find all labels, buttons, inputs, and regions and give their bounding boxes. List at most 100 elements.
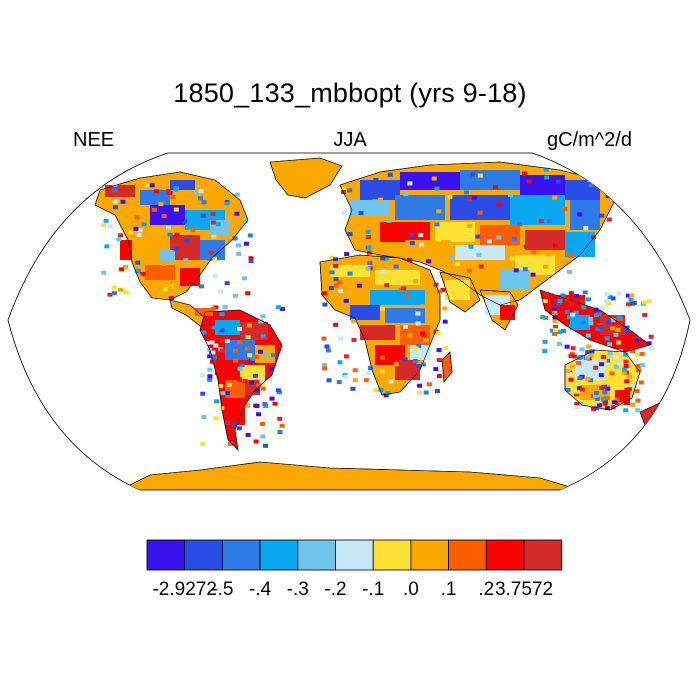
value-speck bbox=[413, 346, 419, 351]
value-speck bbox=[571, 354, 577, 359]
value-speck bbox=[618, 349, 624, 354]
value-speck bbox=[174, 232, 180, 237]
value-speck bbox=[526, 179, 532, 184]
units-label: gC/m^2/d bbox=[547, 129, 632, 151]
value-speck bbox=[588, 316, 594, 321]
value-speck bbox=[588, 353, 594, 358]
value-speck bbox=[607, 351, 613, 356]
value-speck bbox=[386, 218, 392, 223]
value-speck bbox=[567, 315, 573, 320]
value-speck bbox=[646, 299, 652, 304]
value-speck bbox=[607, 295, 613, 300]
value-cell bbox=[375, 270, 420, 285]
value-speck bbox=[431, 176, 437, 181]
value-speck bbox=[260, 421, 266, 426]
value-speck bbox=[613, 332, 619, 337]
value-speck bbox=[372, 199, 378, 204]
value-speck bbox=[641, 300, 647, 305]
value-speck bbox=[649, 346, 655, 351]
value-speck bbox=[367, 261, 373, 266]
value-speck bbox=[605, 319, 611, 324]
value-speck bbox=[258, 319, 264, 324]
value-speck bbox=[211, 325, 217, 330]
value-speck bbox=[433, 367, 439, 372]
value-speck bbox=[418, 242, 424, 247]
value-speck bbox=[625, 293, 631, 298]
value-speck bbox=[579, 347, 585, 352]
value-speck bbox=[326, 378, 332, 383]
value-cell bbox=[500, 270, 530, 290]
value-speck bbox=[575, 188, 581, 193]
value-speck bbox=[556, 330, 562, 335]
value-speck bbox=[366, 245, 372, 250]
value-speck bbox=[605, 301, 611, 306]
value-speck bbox=[233, 348, 239, 353]
value-speck bbox=[363, 378, 369, 383]
value-speck bbox=[602, 401, 608, 406]
value-speck bbox=[417, 383, 423, 388]
value-speck bbox=[243, 218, 249, 223]
legend-swatch bbox=[448, 539, 487, 571]
value-speck bbox=[342, 210, 348, 215]
value-speck bbox=[123, 264, 129, 269]
value-cell bbox=[195, 308, 213, 316]
value-speck bbox=[606, 217, 612, 222]
value-speck bbox=[454, 261, 460, 266]
value-speck bbox=[179, 217, 185, 222]
value-speck bbox=[244, 346, 250, 351]
value-speck bbox=[337, 289, 343, 294]
value-cell bbox=[395, 195, 445, 220]
legend-swatch bbox=[146, 539, 186, 571]
coastline-madagascar bbox=[441, 351, 453, 383]
value-cell bbox=[360, 180, 400, 200]
value-speck bbox=[630, 349, 636, 354]
value-speck bbox=[605, 386, 611, 391]
value-speck bbox=[245, 432, 251, 437]
value-speck bbox=[415, 321, 421, 326]
value-speck bbox=[322, 366, 328, 371]
value-speck bbox=[256, 383, 262, 388]
value-speck bbox=[226, 382, 232, 387]
value-speck bbox=[577, 376, 583, 381]
value-speck bbox=[116, 237, 122, 242]
value-speck bbox=[437, 289, 443, 294]
value-speck bbox=[377, 384, 383, 389]
value-speck bbox=[379, 306, 385, 311]
value-speck bbox=[426, 382, 432, 387]
value-speck bbox=[549, 293, 555, 298]
value-speck bbox=[553, 327, 559, 332]
value-speck bbox=[591, 406, 597, 411]
value-cell bbox=[200, 240, 225, 260]
value-speck bbox=[260, 386, 266, 391]
legend-label: -.2 bbox=[324, 579, 346, 600]
value-speck bbox=[415, 311, 421, 316]
value-speck bbox=[275, 347, 281, 352]
value-speck bbox=[111, 291, 117, 296]
value-speck bbox=[594, 396, 600, 401]
value-speck bbox=[434, 222, 440, 227]
value-speck bbox=[260, 434, 266, 439]
value-speck bbox=[547, 219, 553, 224]
value-speck bbox=[343, 354, 349, 359]
value-speck bbox=[402, 324, 408, 329]
value-speck bbox=[201, 330, 207, 335]
value-speck bbox=[601, 358, 607, 363]
value-speck bbox=[600, 396, 606, 401]
value-speck bbox=[111, 285, 117, 290]
value-speck bbox=[107, 292, 113, 297]
value-cell bbox=[350, 305, 380, 320]
value-speck bbox=[253, 355, 259, 360]
value-speck bbox=[617, 361, 623, 366]
value-speck bbox=[101, 223, 107, 228]
value-speck bbox=[567, 371, 573, 376]
value-speck bbox=[134, 215, 140, 220]
value-speck bbox=[224, 391, 230, 396]
value-speck bbox=[336, 280, 342, 285]
value-speck bbox=[219, 322, 225, 327]
value-speck bbox=[166, 189, 172, 194]
value-speck bbox=[388, 379, 394, 384]
value-speck bbox=[583, 324, 589, 329]
value-cell bbox=[160, 250, 175, 262]
value-speck bbox=[329, 255, 335, 260]
value-speck bbox=[552, 195, 558, 200]
